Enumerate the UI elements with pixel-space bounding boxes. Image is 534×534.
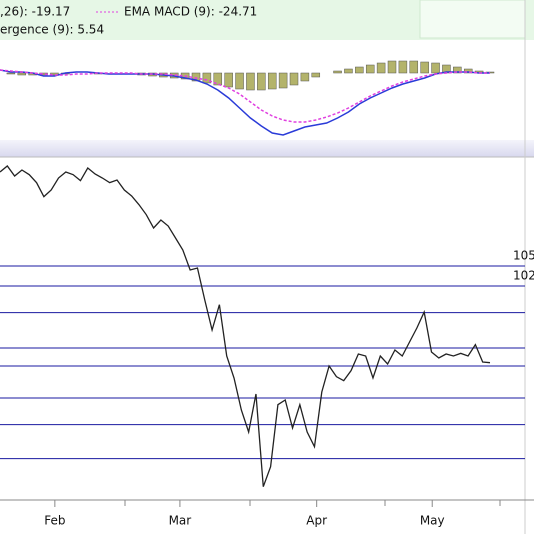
- histogram-bar: [355, 66, 364, 74]
- histogram-bar: [213, 72, 223, 86]
- signal-line: [0, 69, 490, 123]
- x-tick-label: May: [420, 514, 445, 528]
- histogram-bar: [376, 62, 386, 74]
- legend-divergence: ergence (9): 5.54: [0, 23, 104, 37]
- histogram-bar: [300, 72, 310, 82]
- histogram-bar: [246, 72, 255, 91]
- legend-macd: ,26): -19.17: [0, 5, 70, 19]
- histogram-bar: [431, 62, 440, 74]
- minor-ticks: [124, 500, 501, 506]
- histogram-bar: [409, 60, 419, 74]
- macd-line: [0, 69, 490, 136]
- histogram-bar: [278, 72, 288, 89]
- level-label: 102: [513, 269, 534, 283]
- histogram-bar: [420, 61, 429, 74]
- histogram-bar: [453, 66, 462, 74]
- histogram-bar: [289, 72, 299, 86]
- histogram-bar: [365, 64, 375, 74]
- legend-box: [419, 0, 526, 39]
- histogram-bar: [17, 72, 27, 76]
- histogram-bar: [257, 72, 266, 91]
- histogram-bar: [235, 72, 244, 90]
- histogram-bar: [6, 72, 16, 75]
- legend-signal: EMA MACD (9): -24.71: [124, 5, 257, 19]
- histogram-bar: [387, 60, 397, 74]
- panel-divider: [0, 140, 534, 157]
- histogram-bar: [311, 72, 321, 78]
- histogram-bar: [398, 60, 408, 74]
- level-label: 105: [513, 249, 534, 263]
- histogram-bar: [267, 72, 277, 90]
- histogram-bar: [344, 68, 353, 74]
- histogram-bar: [463, 68, 473, 74]
- x-tick-label: Feb: [44, 514, 65, 528]
- histogram-bar: [202, 72, 212, 84]
- x-tick-label: Apr: [306, 514, 327, 528]
- price-line: [0, 165, 491, 487]
- histogram-bar: [224, 72, 233, 88]
- histogram-bar: [333, 70, 342, 74]
- x-tick-label: Mar: [169, 514, 192, 528]
